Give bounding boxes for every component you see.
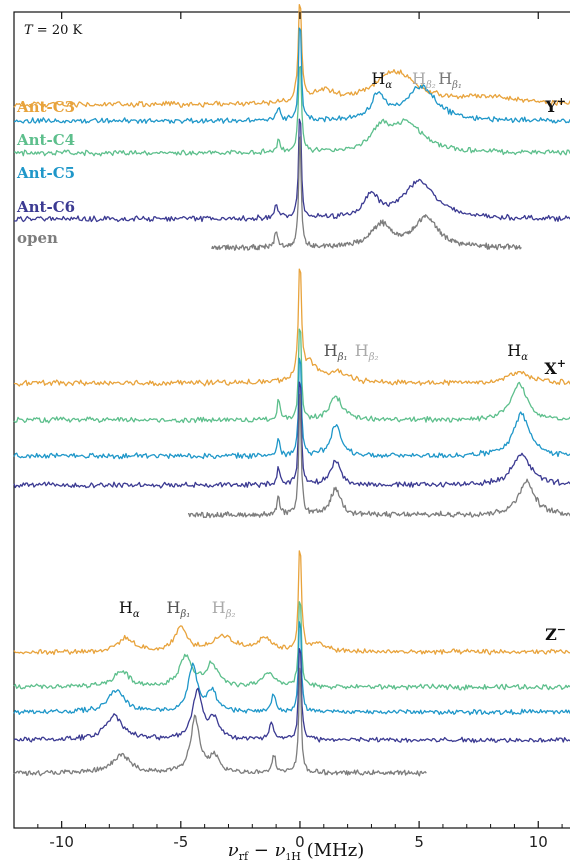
trace-ant-c3-panel-3 xyxy=(13,550,570,656)
trace-ant-c5-panel-2 xyxy=(13,357,570,460)
trace-ant-c4-panel-3 xyxy=(13,601,570,691)
peak-label-1-3: Hβ₁ xyxy=(438,69,462,91)
legend-label-ant-c6: Ant-C6 xyxy=(16,198,75,216)
trace-ant-c6-panel-3 xyxy=(13,647,570,744)
peak-label-3-3: Hβ₂ xyxy=(212,598,236,620)
trace-open-panel-1 xyxy=(211,136,522,251)
trace-ant-c3-panel-2 xyxy=(13,268,570,387)
x-tick-label: -10 xyxy=(49,833,74,851)
plot-frame xyxy=(13,11,570,829)
trace-ant-c6-panel-2 xyxy=(13,381,570,489)
peak-label-2-2: Hβ₂ xyxy=(355,341,379,363)
legend-label-open: open xyxy=(17,229,58,247)
legend-label-ant-c3: Ant-C3 xyxy=(16,98,75,116)
temperature-label: T = 20 K xyxy=(24,23,83,38)
trace-ant-c4-panel-2 xyxy=(13,328,570,424)
x-tick-label: -5 xyxy=(173,833,188,851)
peak-label-2-3: Hα xyxy=(507,341,528,363)
trace-ant-c5-panel-3 xyxy=(13,621,570,716)
peak-label-1-1: Hα xyxy=(371,69,392,91)
traces-group xyxy=(13,3,570,777)
peak-label-2-1: Hβ₁ xyxy=(324,341,348,363)
x-tick-label: 5 xyxy=(414,833,424,851)
trace-ant-c4-panel-1 xyxy=(13,65,570,157)
peak-label-1-2: Hβ₂ xyxy=(412,69,436,91)
peak-label-3-2: Hβ₁ xyxy=(167,598,191,620)
peak-label-3-1: Hα xyxy=(119,598,140,620)
trace-open-panel-2 xyxy=(187,394,570,519)
legend-label-ant-c4: Ant-C4 xyxy=(16,131,75,149)
x-axis: -10 -5 0 5 10 xyxy=(37,12,563,851)
trace-ant-c6-panel-1 xyxy=(13,118,570,223)
panel-label-2: X+ xyxy=(544,357,566,378)
trace-ant-c3-panel-1 xyxy=(13,3,570,109)
legend-label-ant-c5: Ant-C5 xyxy=(16,164,75,182)
x-axis-label: νrf − ν1H (MHz) xyxy=(228,840,365,863)
x-tick-label: 0 xyxy=(295,833,305,851)
panel-label-3: Z− xyxy=(545,623,566,644)
x-tick-label: 10 xyxy=(529,833,548,851)
trace-ant-c5-panel-1 xyxy=(14,27,570,124)
trace-open-panel-3 xyxy=(13,667,427,777)
panel-label-1: Y+ xyxy=(544,95,566,116)
